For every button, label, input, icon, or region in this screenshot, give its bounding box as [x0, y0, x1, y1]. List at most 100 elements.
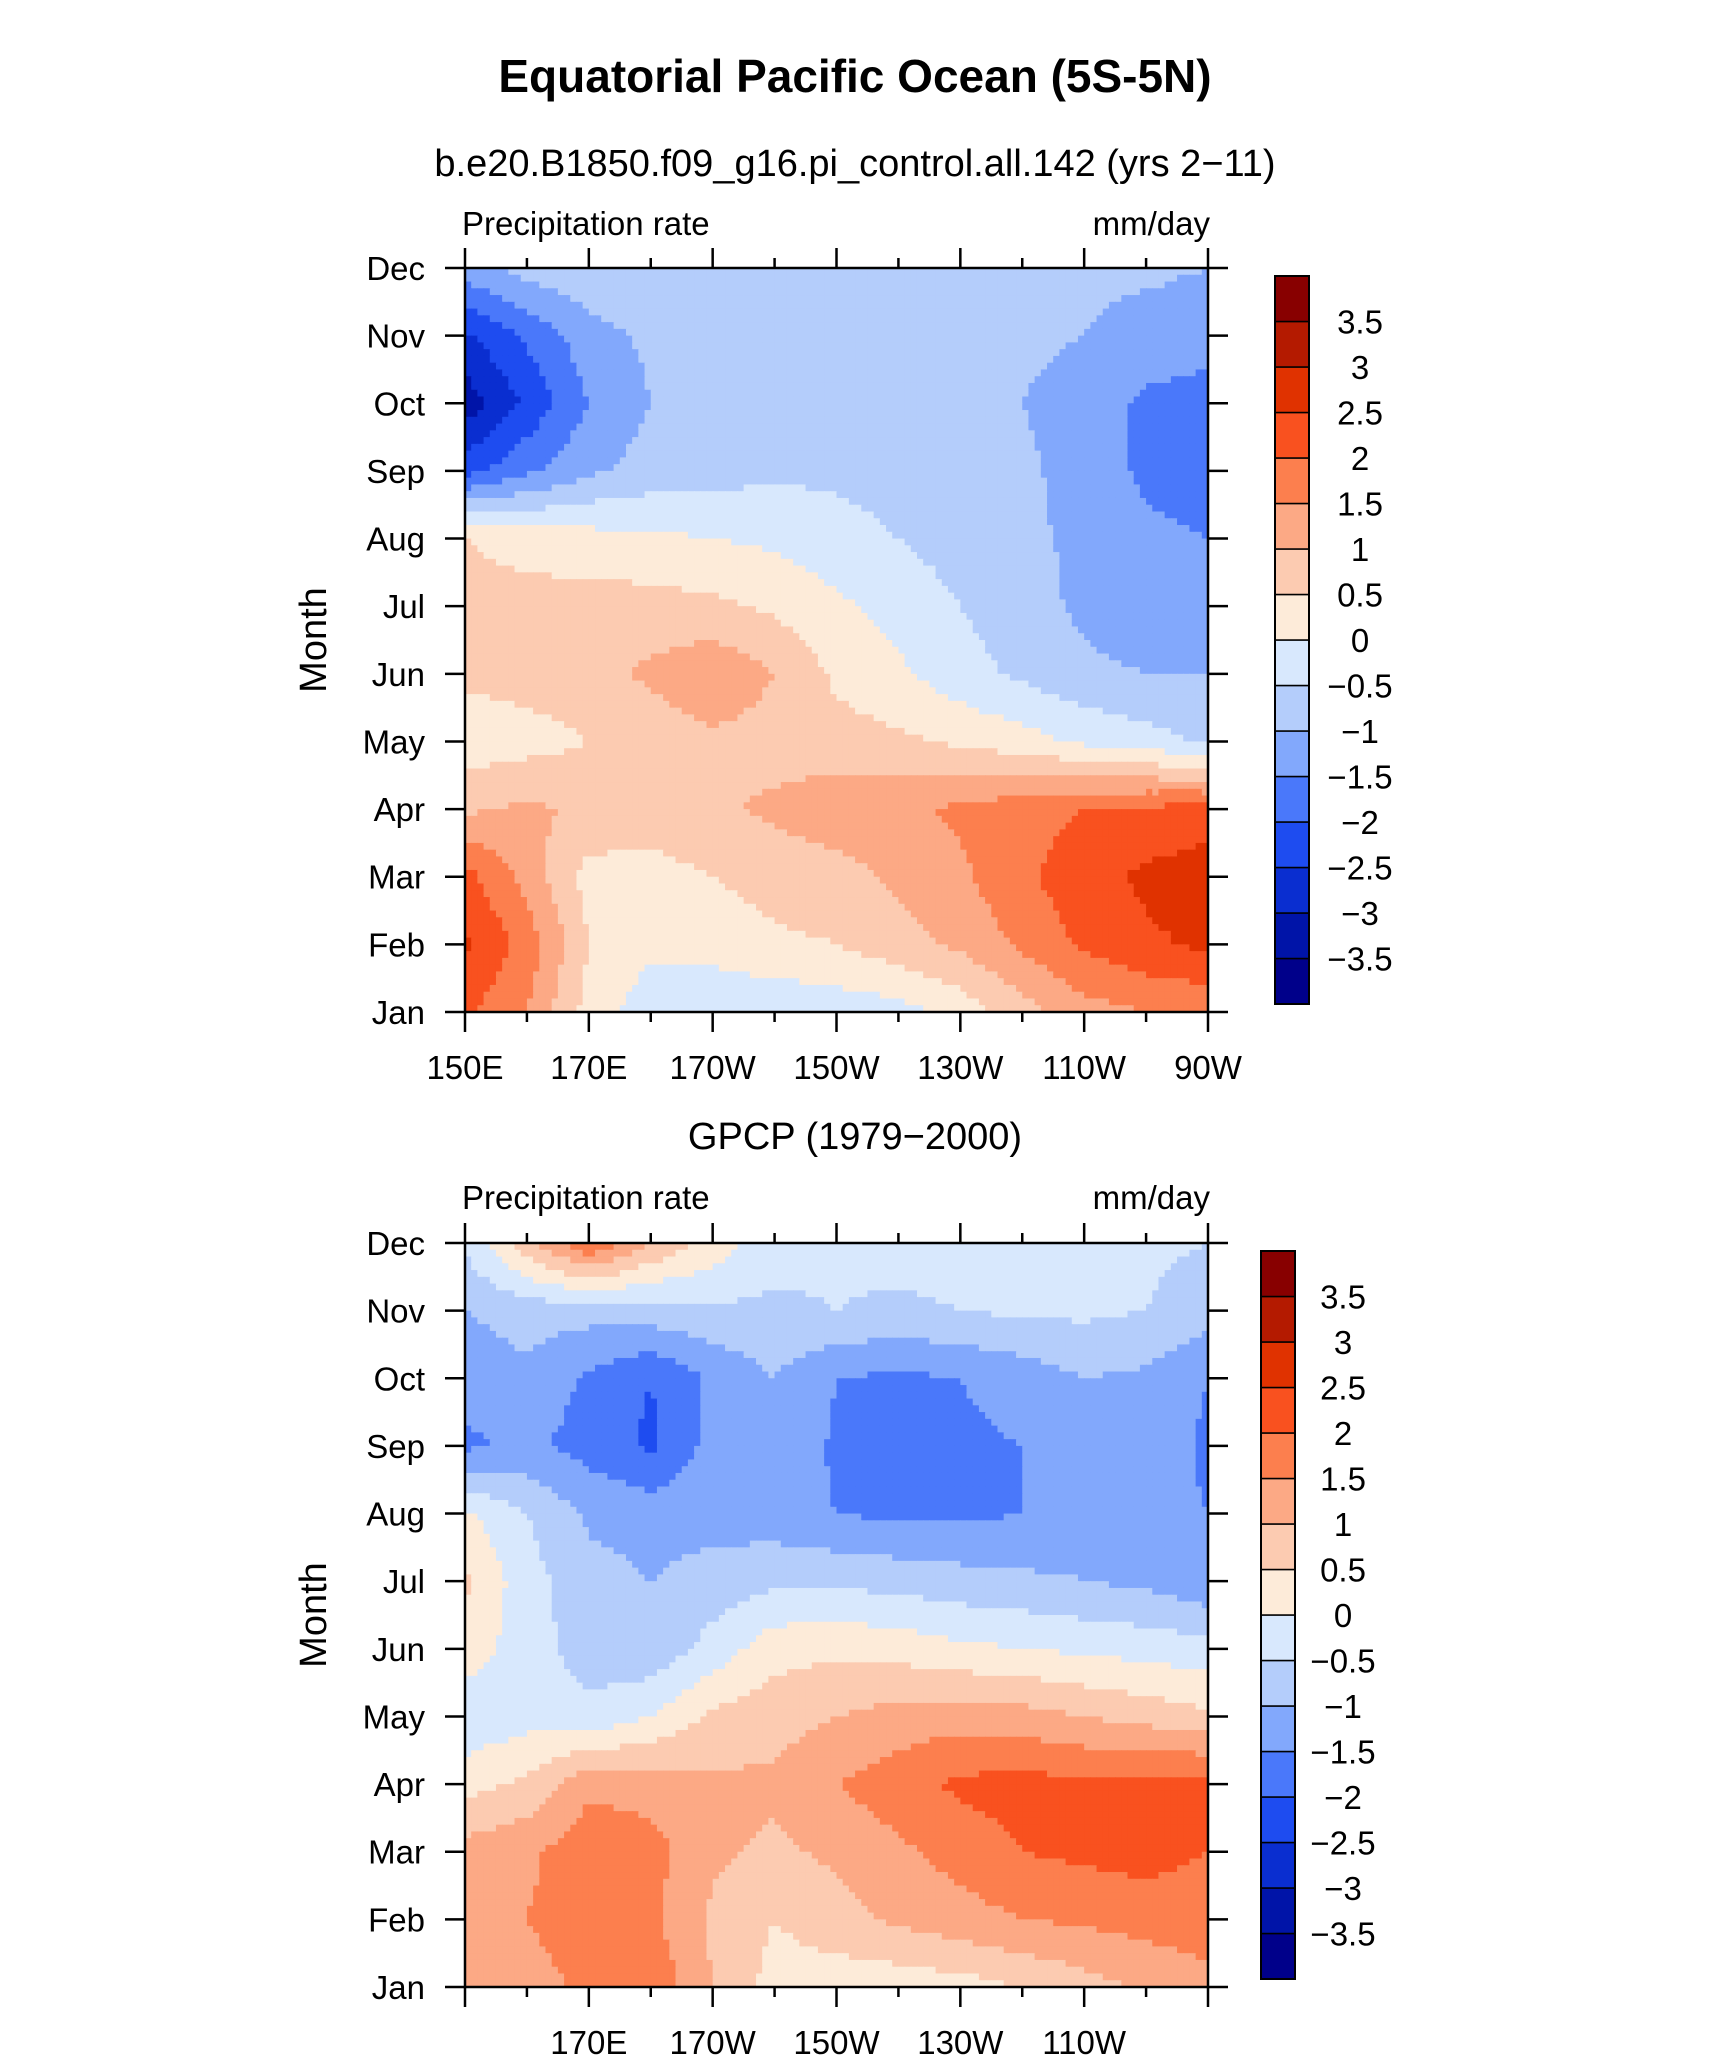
heatmap-cell [973, 390, 980, 397]
heatmap-cell [948, 315, 955, 322]
heatmap-cell [669, 349, 676, 356]
heatmap-cell [886, 397, 893, 404]
heatmap-cell [539, 315, 546, 322]
heatmap-cell [762, 471, 769, 478]
heatmap-cell [830, 430, 837, 437]
heatmap-cell [1146, 390, 1153, 397]
heatmap-cell [1152, 437, 1159, 444]
heatmap-cell [806, 397, 813, 404]
heatmap-cell [892, 430, 899, 437]
heatmap-cell [1041, 424, 1048, 431]
heatmap-cell [1128, 457, 1135, 464]
heatmap-cell [886, 424, 893, 431]
heatmap-cell [1128, 525, 1135, 532]
heatmap-cell [663, 356, 670, 363]
heatmap-cell [756, 275, 763, 282]
heatmap-cell [1053, 505, 1060, 512]
heatmap-cell [601, 545, 608, 552]
heatmap-cell [799, 430, 806, 437]
heatmap-cell [1035, 491, 1042, 498]
heatmap-cell [682, 539, 689, 546]
heatmap-cell [936, 349, 943, 356]
heatmap-cell [867, 498, 874, 505]
heatmap-cell [1022, 457, 1029, 464]
heatmap-cell [1090, 397, 1097, 404]
heatmap-cell [496, 363, 503, 370]
heatmap-cell [502, 545, 509, 552]
heatmap-cell [793, 424, 800, 431]
heatmap-cell [979, 369, 986, 376]
heatmap-cell [527, 349, 534, 356]
heatmap-cell [1121, 322, 1128, 329]
heatmap-cell [991, 369, 998, 376]
heatmap-cell [960, 525, 967, 532]
heatmap-cell [484, 511, 491, 518]
heatmap-cell [837, 390, 844, 397]
heatmap-cell [1196, 471, 1203, 478]
heatmap-cell [756, 511, 763, 518]
heatmap-cell [638, 275, 645, 282]
heatmap-cell [744, 309, 751, 316]
heatmap-cell [799, 315, 806, 322]
heatmap-cell [861, 410, 868, 417]
heatmap-cell [812, 349, 819, 356]
heatmap-cell [886, 518, 893, 525]
heatmap-cell [1121, 288, 1128, 295]
heatmap-cell [1022, 349, 1029, 356]
heatmap-cell [837, 471, 844, 478]
heatmap-cell [601, 525, 608, 532]
heatmap-cell [663, 295, 670, 302]
heatmap-cell [793, 282, 800, 289]
heatmap-cell [558, 309, 565, 316]
heatmap-cell [874, 525, 881, 532]
heatmap-cell [942, 525, 949, 532]
heatmap-cell [564, 282, 571, 289]
heatmap-cell [874, 471, 881, 478]
heatmap-cell [750, 430, 757, 437]
heatmap-cell [533, 295, 540, 302]
heatmap-cell [688, 275, 695, 282]
heatmap-cell [911, 478, 918, 485]
heatmap-cell [527, 545, 534, 552]
heatmap-cell [1146, 471, 1153, 478]
heatmap-cell [1109, 356, 1116, 363]
heatmap-cell [874, 282, 881, 289]
heatmap-cell [1059, 369, 1066, 376]
heatmap-cell [1146, 369, 1153, 376]
heatmap-cell [979, 363, 986, 370]
heatmap-cell [1041, 275, 1048, 282]
heatmap-cell [645, 275, 652, 282]
heatmap-cell [744, 363, 751, 370]
heatmap-cell [490, 288, 497, 295]
heatmap-cell [874, 451, 881, 458]
heatmap-cell [892, 491, 899, 498]
heatmap-cell [1134, 491, 1141, 498]
heatmap-cell [558, 417, 565, 424]
heatmap-cell [867, 484, 874, 491]
heatmap-cell [756, 403, 763, 410]
heatmap-cell [942, 302, 949, 309]
heatmap-cell [1004, 464, 1011, 471]
heatmap-cell [954, 451, 961, 458]
heatmap-cell [533, 498, 540, 505]
heatmap-cell [830, 322, 837, 329]
heatmap-cell [1028, 505, 1035, 512]
heatmap-cell [607, 309, 614, 316]
heatmap-cell [688, 390, 695, 397]
heatmap-cell [620, 397, 627, 404]
heatmap-cell [570, 437, 577, 444]
heatmap-cell [799, 397, 806, 404]
heatmap-cell [1028, 437, 1035, 444]
heatmap-cell [936, 430, 943, 437]
heatmap-cell [1066, 471, 1073, 478]
heatmap-cell [1128, 390, 1135, 397]
heatmap-cell [632, 363, 639, 370]
heatmap-cell [1183, 525, 1190, 532]
heatmap-cell [737, 342, 744, 349]
heatmap-cell [960, 383, 967, 390]
heatmap-cell [1035, 383, 1042, 390]
heatmap-cell [880, 471, 887, 478]
heatmap-cell [576, 505, 583, 512]
heatmap-cell [1059, 430, 1066, 437]
heatmap-cell [564, 471, 571, 478]
